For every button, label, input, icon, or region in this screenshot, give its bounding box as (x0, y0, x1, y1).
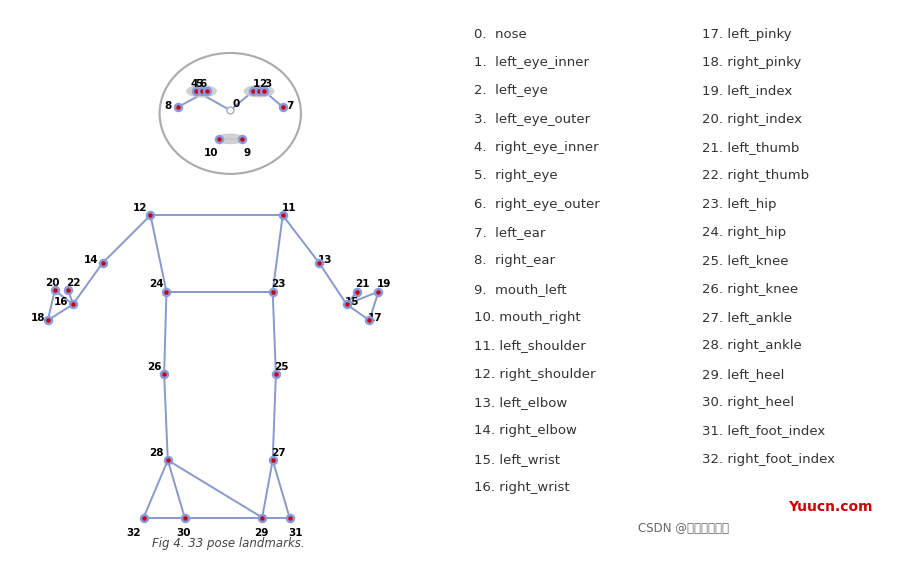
Text: 17: 17 (367, 313, 383, 322)
Text: 13: 13 (318, 256, 332, 266)
Text: 4: 4 (189, 78, 198, 88)
Text: 10. mouth_right: 10. mouth_right (474, 311, 580, 324)
Text: 32: 32 (127, 528, 140, 539)
Text: 6.  right_eye_outer: 6. right_eye_outer (474, 198, 599, 211)
Text: 3: 3 (264, 78, 271, 88)
Text: 9: 9 (243, 148, 251, 158)
Text: 24: 24 (148, 279, 164, 289)
Text: 15. left_wrist: 15. left_wrist (474, 453, 559, 465)
Text: 23: 23 (271, 279, 285, 289)
Text: 0.  nose: 0. nose (474, 28, 527, 41)
Text: 25. left_knee: 25. left_knee (701, 254, 788, 267)
Text: 18. right_pinky: 18. right_pinky (701, 56, 801, 69)
Text: 18: 18 (31, 313, 45, 322)
Text: 7: 7 (286, 101, 293, 111)
Text: 4.  right_eye_inner: 4. right_eye_inner (474, 141, 599, 154)
Text: 28. right_ankle: 28. right_ankle (701, 339, 801, 352)
Text: 16. right_wrist: 16. right_wrist (474, 481, 569, 494)
Text: 27. left_ankle: 27. left_ankle (701, 311, 792, 324)
Text: 29: 29 (254, 528, 268, 539)
Text: 31. left_foot_index: 31. left_foot_index (701, 424, 824, 437)
Text: 30. right_heel: 30. right_heel (701, 396, 793, 409)
Text: 0: 0 (232, 99, 239, 109)
Text: 5: 5 (196, 78, 202, 88)
Text: 2: 2 (259, 78, 266, 88)
Text: 28: 28 (149, 447, 163, 458)
Text: 30: 30 (177, 528, 190, 539)
Text: 14: 14 (84, 256, 98, 266)
Text: 12: 12 (133, 203, 148, 213)
Text: 1.  left_eye_inner: 1. left_eye_inner (474, 56, 589, 69)
Text: 8: 8 (164, 101, 171, 111)
Text: CSDN @夏天是冰红茶: CSDN @夏天是冰红茶 (638, 522, 729, 536)
Text: 2.  left_eye: 2. left_eye (474, 84, 548, 97)
Text: 26: 26 (147, 362, 161, 372)
Text: 16: 16 (55, 297, 68, 307)
Text: Yuucn.com: Yuucn.com (787, 500, 871, 514)
Text: 29. left_heel: 29. left_heel (701, 368, 783, 381)
Text: 3.  left_eye_outer: 3. left_eye_outer (474, 113, 589, 125)
Text: 10: 10 (203, 148, 218, 158)
Text: 11: 11 (281, 203, 295, 213)
Text: 26. right_knee: 26. right_knee (701, 282, 797, 296)
Text: 21. left_thumb: 21. left_thumb (701, 141, 799, 154)
Text: 17. left_pinky: 17. left_pinky (701, 28, 791, 41)
Text: 5.  right_eye: 5. right_eye (474, 169, 558, 182)
Text: 23. left_hip: 23. left_hip (701, 198, 776, 211)
Ellipse shape (244, 85, 273, 97)
Text: 27: 27 (271, 447, 286, 458)
Text: 14. right_elbow: 14. right_elbow (474, 424, 577, 437)
Text: 19. left_index: 19. left_index (701, 84, 792, 97)
Text: 7.  left_ear: 7. left_ear (474, 226, 545, 239)
Text: 31: 31 (288, 528, 302, 539)
Text: 21: 21 (355, 279, 369, 289)
Text: 8.  right_ear: 8. right_ear (474, 254, 555, 267)
Text: 12. right_shoulder: 12. right_shoulder (474, 368, 595, 381)
Text: 11. left_shoulder: 11. left_shoulder (474, 339, 586, 352)
Text: 13. left_elbow: 13. left_elbow (474, 396, 567, 409)
Text: 22. right_thumb: 22. right_thumb (701, 169, 808, 182)
Ellipse shape (187, 85, 216, 97)
Ellipse shape (217, 134, 244, 144)
Text: 9.  mouth_left: 9. mouth_left (474, 282, 567, 296)
Text: 15: 15 (345, 297, 359, 307)
Text: 19: 19 (377, 279, 391, 289)
Text: 20. right_index: 20. right_index (701, 113, 802, 125)
Text: 24. right_hip: 24. right_hip (701, 226, 785, 239)
Text: Fig 4. 33 pose landmarks.: Fig 4. 33 pose landmarks. (151, 537, 304, 550)
Text: 1: 1 (253, 78, 260, 88)
Text: 6: 6 (200, 78, 206, 88)
Text: 25: 25 (274, 362, 289, 372)
Text: 32. right_foot_index: 32. right_foot_index (701, 453, 834, 465)
Text: 22: 22 (66, 278, 80, 288)
Text: 20: 20 (46, 278, 59, 288)
